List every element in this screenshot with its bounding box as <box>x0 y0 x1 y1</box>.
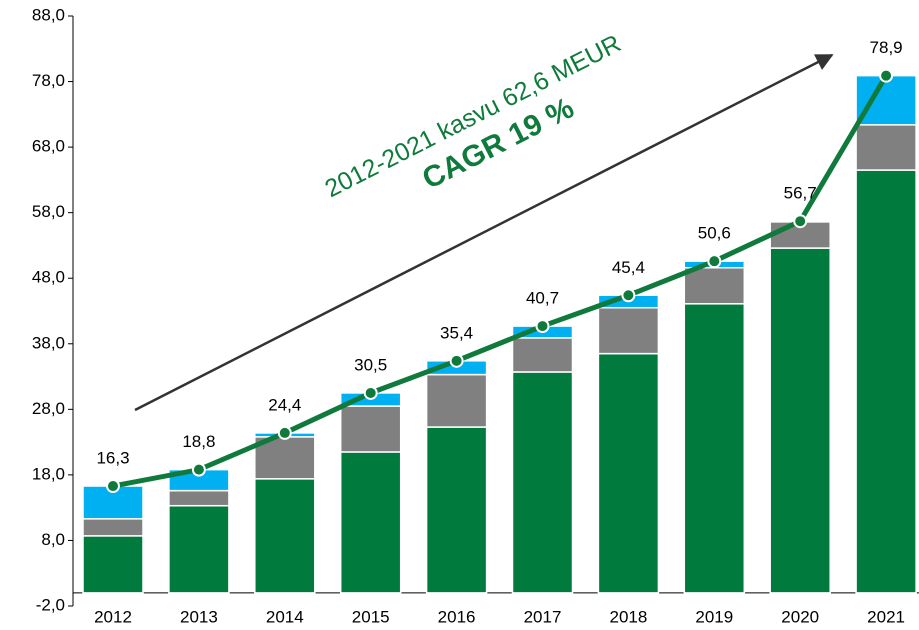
x-tick-label: 2017 <box>524 607 562 626</box>
bar-segment <box>339 451 402 594</box>
line-marker <box>106 479 120 494</box>
bar-segment <box>425 373 488 428</box>
line-marker <box>879 68 894 83</box>
x-tick-label: 2015 <box>352 607 390 626</box>
bar-segment <box>254 478 316 594</box>
y-tick-label: 78,0 <box>32 71 65 90</box>
data-label: 56,7 <box>784 184 817 203</box>
data-label: 18,8 <box>182 432 215 451</box>
bar-segment <box>82 518 144 537</box>
data-label: 30,5 <box>354 355 387 374</box>
bar-segment <box>683 303 746 594</box>
data-label: 16,3 <box>96 449 129 468</box>
bar-segment <box>855 169 917 594</box>
line-marker <box>707 254 722 269</box>
line-marker <box>535 319 550 334</box>
data-label: 50,6 <box>698 224 731 243</box>
annotation-group: 2012-2021 kasvu 62,6 MEUR CAGR 19 % <box>321 29 626 203</box>
y-tick-label: 28,0 <box>32 399 65 418</box>
line-marker <box>621 288 636 303</box>
line-marker <box>793 214 808 229</box>
line-marker <box>277 425 292 440</box>
bar-segment <box>855 74 917 126</box>
line <box>112 74 889 489</box>
data-label: 40,7 <box>526 289 559 308</box>
bar-segment <box>597 352 660 594</box>
bar-segment <box>339 405 402 453</box>
x-tick-label: 2016 <box>438 607 476 626</box>
x-tick-label: 2018 <box>609 607 647 626</box>
y-tick-label: -2,0 <box>36 595 65 614</box>
bar-segment <box>511 371 574 594</box>
y-tick-label: 58,0 <box>32 202 65 221</box>
bar-segment <box>855 124 917 171</box>
bar-segment <box>82 535 144 594</box>
x-tick-label: 2014 <box>266 607 304 626</box>
y-tick-label: 38,0 <box>32 333 65 352</box>
bar-segment <box>683 266 746 305</box>
x-tick-label: 2012 <box>94 607 132 626</box>
y-tick-label: 18,0 <box>32 464 65 483</box>
bar-segment <box>511 337 574 373</box>
bar-segment <box>82 485 144 520</box>
x-tick-label: 2019 <box>695 607 733 626</box>
annotation: 2012-2021 kasvu 62,6 MEUR <box>321 29 626 203</box>
x-tick-label: 2020 <box>781 607 819 626</box>
line-marker <box>191 462 206 477</box>
bar-segment <box>168 504 230 594</box>
y-tick-label: 88,0 <box>32 5 65 24</box>
data-label: 78,9 <box>870 38 903 57</box>
line-marker <box>363 385 378 400</box>
trend-arrow <box>134 53 834 412</box>
bar-segment <box>597 306 660 355</box>
y-tick-label: 8,0 <box>41 530 65 549</box>
y-tick-label: 68,0 <box>32 137 65 156</box>
bar-segment <box>425 426 488 594</box>
data-label: 35,4 <box>440 323 473 342</box>
bar-segment <box>168 489 230 507</box>
data-label: 45,4 <box>612 258 645 277</box>
data-label: 24,4 <box>268 395 301 414</box>
bar-segment <box>769 247 831 594</box>
x-tick-label: 2021 <box>867 607 905 626</box>
y-tick-label: 48,0 <box>32 268 65 287</box>
line-marker <box>449 353 464 368</box>
x-tick-label: 2013 <box>180 607 218 626</box>
